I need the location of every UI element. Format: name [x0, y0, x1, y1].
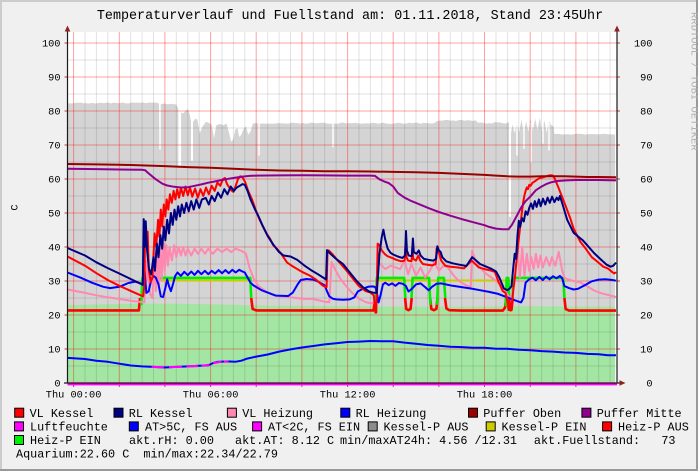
svg-text:Kessel-P AUS: Kessel-P AUS	[384, 421, 469, 435]
svg-text:akt.Fuellstand: 73: akt.Fuellstand: 73	[534, 434, 676, 448]
svg-text:AT<2C, FS EIN: AT<2C, FS EIN	[268, 421, 360, 435]
svg-text:VL Kessel: VL Kessel	[30, 407, 94, 421]
svg-text:RRDTOOL / TOBI OETIKER: RRDTOOL / TOBI OETIKER	[688, 12, 698, 151]
svg-text:Thu 00:00: Thu 00:00	[46, 390, 102, 402]
svg-text:10: 10	[640, 345, 652, 357]
svg-text:min/maxAT24h: 4.56 /12.31: min/maxAT24h: 4.56 /12.31	[340, 434, 517, 448]
svg-text:0: 0	[54, 379, 60, 391]
svg-text:Puffer Oben: Puffer Oben	[483, 407, 561, 421]
svg-text:60: 60	[48, 175, 60, 187]
svg-text:Heiz-P AUS: Heiz-P AUS	[618, 421, 689, 435]
svg-text:50: 50	[48, 209, 60, 221]
svg-text:VL Heizung: VL Heizung	[242, 407, 313, 421]
svg-text:30: 30	[640, 277, 652, 289]
svg-text:80: 80	[640, 107, 652, 119]
svg-text:40: 40	[640, 243, 652, 255]
svg-text:akt.rH: 0.00: akt.rH: 0.00	[129, 434, 214, 448]
svg-text:100: 100	[634, 39, 653, 51]
svg-text:Thu 12:00: Thu 12:00	[320, 390, 376, 402]
svg-text:10: 10	[48, 345, 60, 357]
svg-text:RL Kessel: RL Kessel	[129, 407, 193, 421]
svg-text:90: 90	[640, 73, 652, 85]
svg-text:90: 90	[48, 73, 60, 85]
svg-text:70: 70	[48, 141, 60, 153]
svg-text:RL Heizung: RL Heizung	[356, 407, 427, 421]
svg-text:Heiz-P EIN: Heiz-P EIN	[30, 434, 101, 448]
svg-text:30: 30	[48, 277, 60, 289]
svg-text:akt.AT: 8.12 C: akt.AT: 8.12 C	[235, 434, 334, 448]
svg-text:AT>5C, FS AUS: AT>5C, FS AUS	[145, 421, 237, 435]
svg-text:60: 60	[640, 175, 652, 187]
svg-text:50: 50	[640, 209, 652, 221]
svg-text:40: 40	[48, 243, 60, 255]
svg-text:20: 20	[640, 311, 652, 323]
svg-text:Temperaturverlauf und Fuellsta: Temperaturverlauf und Fuellstand am: 01.…	[97, 9, 603, 24]
svg-text:Aquarium:22.60 C min/max:22.3: Aquarium:22.60 C min/max:22.34/22.79	[16, 448, 278, 462]
svg-text:Luftfeuchte: Luftfeuchte	[30, 421, 108, 435]
svg-text:20: 20	[48, 311, 60, 323]
svg-text:80: 80	[48, 107, 60, 119]
svg-text:Puffer Mitte: Puffer Mitte	[597, 407, 682, 421]
svg-text:Thu 06:00: Thu 06:00	[183, 390, 239, 402]
svg-text:70: 70	[640, 141, 652, 153]
svg-text:100: 100	[42, 39, 61, 51]
svg-text:C: C	[10, 204, 22, 210]
svg-text:0: 0	[646, 379, 652, 391]
svg-text:Kessel-P EIN: Kessel-P EIN	[502, 421, 587, 435]
svg-text:Thu 18:00: Thu 18:00	[457, 390, 513, 402]
